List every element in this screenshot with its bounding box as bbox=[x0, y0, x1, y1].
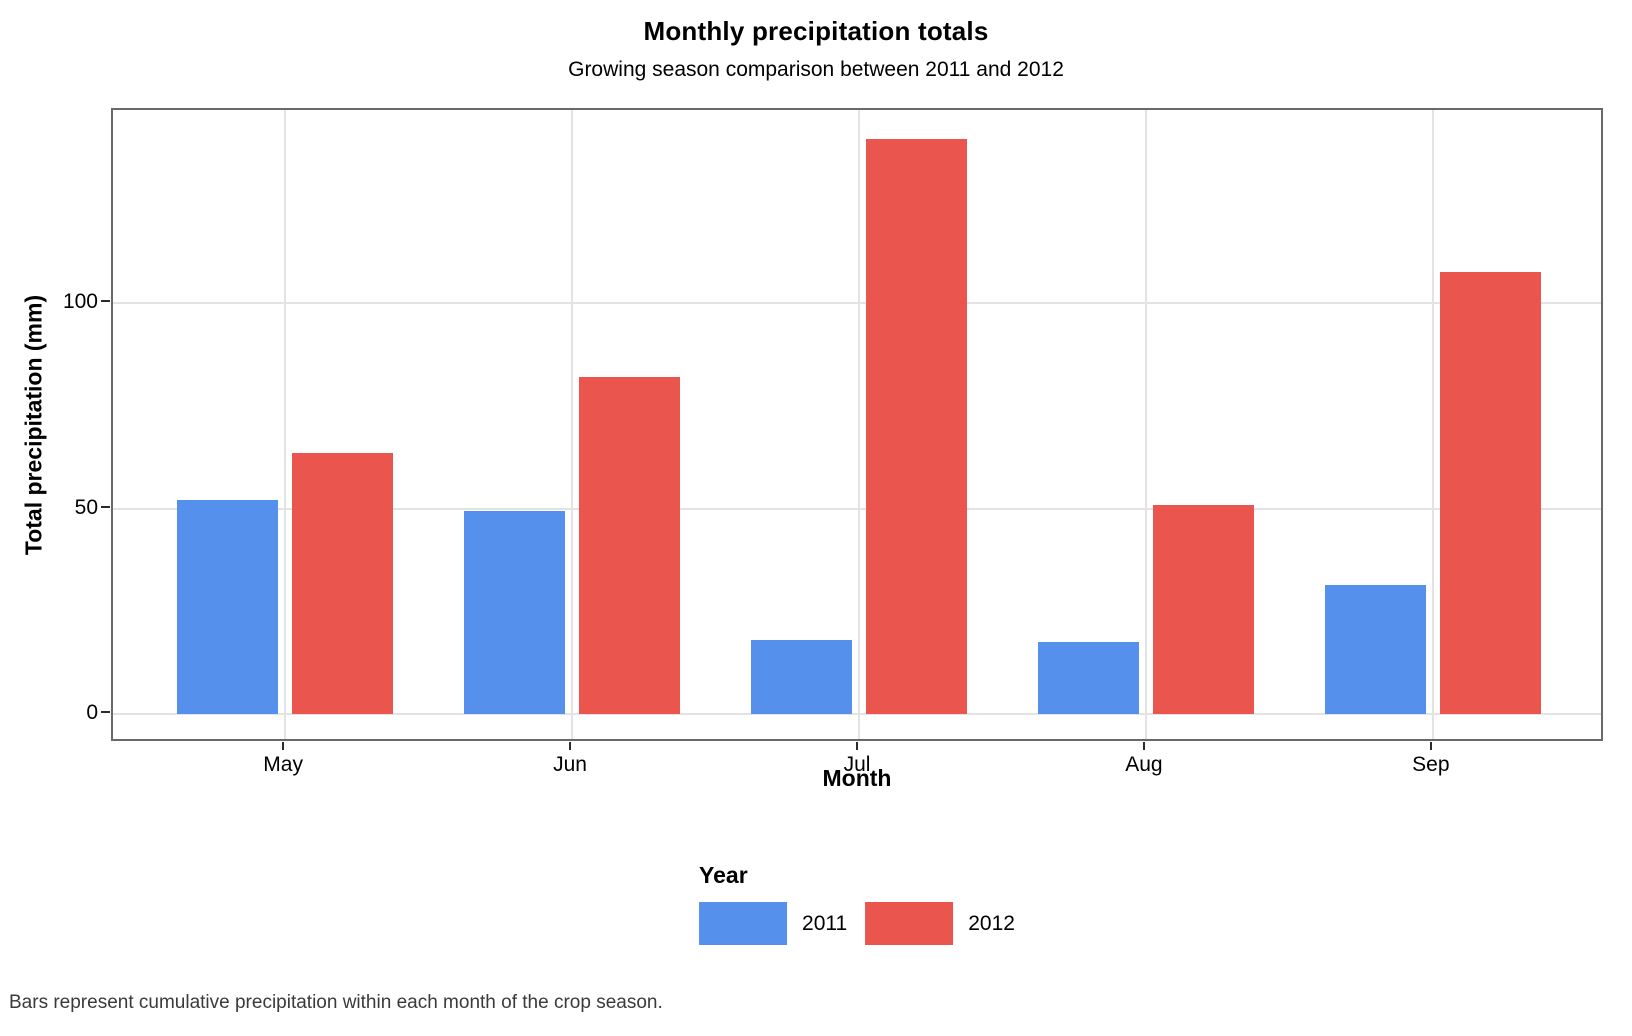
x-tick-label-sep: Sep bbox=[1412, 753, 1450, 776]
bar-2012-jul bbox=[865, 138, 967, 715]
bar-2011-jul bbox=[751, 640, 853, 715]
h-gridline-50 bbox=[113, 507, 1601, 510]
y-tick-mark-100 bbox=[101, 300, 110, 303]
chart-subtitle: Growing season comparison between 2011 a… bbox=[568, 58, 1064, 81]
v-gridline-may bbox=[284, 110, 287, 739]
x-tick-label-may: May bbox=[263, 753, 303, 776]
x-tick-mark-jun bbox=[569, 742, 572, 750]
x-tick-mark-sep bbox=[1429, 742, 1432, 750]
h-gridline-100 bbox=[113, 302, 1601, 305]
bar-2012-aug bbox=[1152, 504, 1254, 715]
x-tick-mark-aug bbox=[1142, 742, 1145, 750]
plot-panel bbox=[111, 108, 1603, 741]
legend-swatch-2012 bbox=[865, 902, 954, 945]
y-tick-label-0: 0 bbox=[86, 701, 98, 725]
legend-item-2012: 2012 bbox=[865, 902, 1015, 945]
bar-2012-may bbox=[292, 453, 394, 715]
v-gridline-sep bbox=[1431, 110, 1434, 739]
h-gridline-0 bbox=[113, 713, 1601, 716]
x-tick-label-jun: Jun bbox=[553, 753, 587, 776]
y-axis-title: Total precipitation (mm) bbox=[20, 294, 47, 555]
legend-item-2011: 2011 bbox=[699, 902, 847, 945]
y-tick-mark-0 bbox=[101, 711, 110, 714]
legend-swatch-2011 bbox=[699, 902, 788, 945]
x-tick-label-jul: Jul bbox=[843, 753, 871, 776]
x-tick-label-aug: Aug bbox=[1125, 753, 1163, 776]
y-tick-label-50: 50 bbox=[74, 495, 98, 519]
v-gridline-aug bbox=[1144, 110, 1147, 739]
legend-label-2012: 2012 bbox=[968, 911, 1015, 935]
bar-2011-aug bbox=[1038, 642, 1140, 715]
bar-2011-sep bbox=[1324, 584, 1426, 715]
chart-title: Monthly precipitation totals bbox=[643, 16, 989, 46]
bar-2012-jun bbox=[578, 377, 680, 715]
v-gridline-jul bbox=[858, 110, 860, 739]
legend-title: Year bbox=[699, 862, 748, 888]
legend: Year 2011 2012 bbox=[699, 862, 1015, 945]
chart-caption: Bars represent cumulative precipitation … bbox=[9, 992, 663, 1013]
v-gridline-jun bbox=[571, 110, 574, 739]
bar-2011-may bbox=[177, 500, 279, 715]
legend-items: 2011 2012 bbox=[699, 902, 1015, 945]
x-axis-title: Month bbox=[822, 765, 892, 791]
y-tick-mark-50 bbox=[101, 505, 110, 508]
x-tick-mark-jul bbox=[856, 742, 858, 750]
bar-2011-jun bbox=[464, 510, 566, 715]
legend-label-2011: 2011 bbox=[802, 911, 848, 935]
x-tick-mark-may bbox=[282, 742, 285, 750]
bar-2012-sep bbox=[1439, 272, 1541, 715]
y-tick-label-100: 100 bbox=[62, 290, 98, 314]
